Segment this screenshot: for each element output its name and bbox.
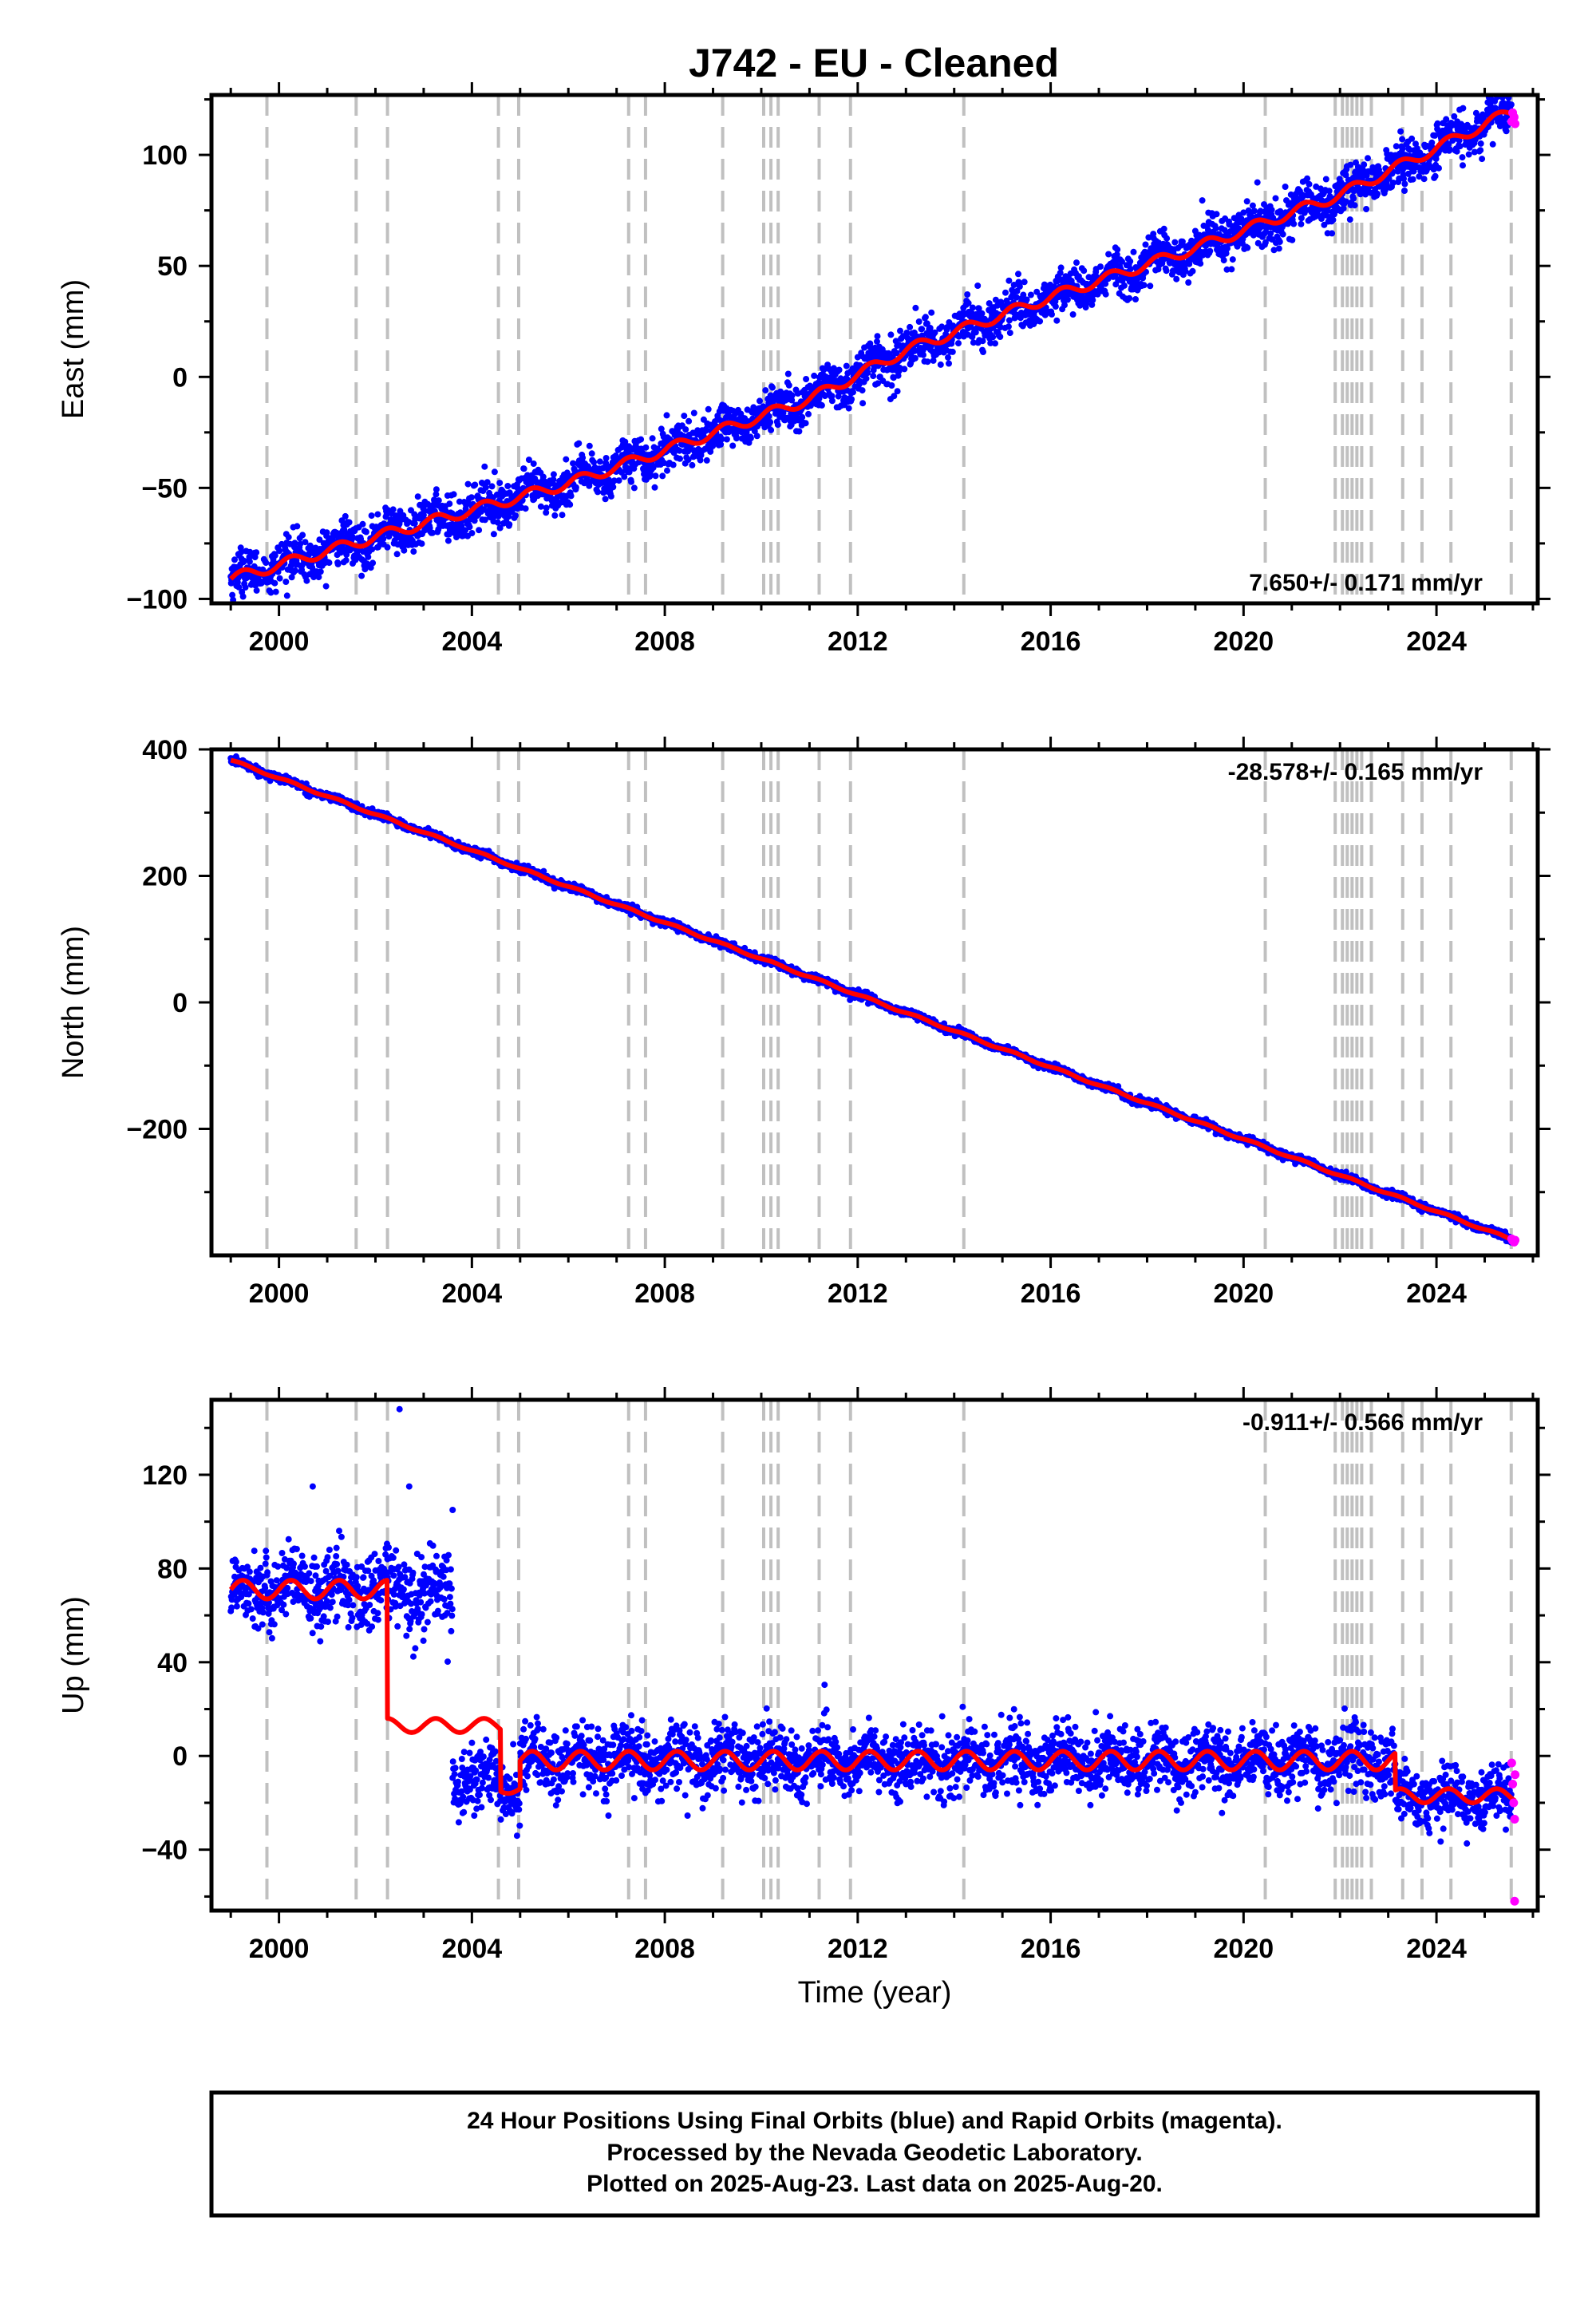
x-tick-label: 2004 <box>442 1934 503 1964</box>
footer-line-3: Plotted on 2025-Aug-23. Last data on 202… <box>587 2171 1163 2197</box>
y-tick-label: −100 <box>126 584 188 615</box>
x-tick-label: 2016 <box>1021 1934 1081 1964</box>
y-tick-label: 400 <box>142 735 188 765</box>
east-frame <box>209 93 1540 606</box>
rapid-orbit-point <box>1509 1798 1519 1808</box>
east-axis-label: East (mm) <box>57 279 90 419</box>
east-velocity-label: 7.650+/- 0.171 mm/yr <box>1249 570 1483 596</box>
y-tick-label: 50 <box>157 251 188 282</box>
y-tick-label: 0 <box>172 1741 188 1772</box>
up-frame <box>209 1397 1540 1913</box>
rapid-orbit-point <box>1511 119 1520 128</box>
up-model-fit <box>228 1578 1517 1805</box>
up-daily-positions <box>227 1405 1515 1847</box>
up-plot-area <box>227 1400 1520 1911</box>
y-tick-label: −50 <box>141 473 188 504</box>
y-tick-label: −200 <box>126 1115 188 1145</box>
x-tick-label: 2008 <box>634 1934 695 1964</box>
x-tick-label: 2004 <box>442 1279 503 1309</box>
rapid-orbit-point <box>1511 1770 1520 1780</box>
y-tick-label: 200 <box>142 862 188 892</box>
x-tick-label: 2000 <box>249 1279 310 1309</box>
north-model-fit <box>229 757 1516 1244</box>
x-tick-label: 2020 <box>1214 626 1274 657</box>
x-tick-label: 2008 <box>634 1279 695 1309</box>
x-tick-label: 2016 <box>1021 626 1081 657</box>
east-model-fit <box>229 109 1516 581</box>
y-tick-label: 120 <box>142 1460 188 1491</box>
up-panel: 2000 2004 2008 2012 2016 2020 2024 −40 0 40 80 120 U… <box>57 1387 1551 2010</box>
time-axis-label: Time (year) <box>798 1976 952 2010</box>
x-tick-label: 2000 <box>249 626 310 657</box>
rapid-orbit-point <box>1508 1779 1518 1788</box>
x-tick-label: 2016 <box>1021 1279 1081 1309</box>
footer-line-1: 24 Hour Positions Using Final Orbits (bl… <box>467 2108 1282 2134</box>
x-tick-label: 2024 <box>1406 1279 1467 1309</box>
rapid-orbit-point <box>1509 113 1519 122</box>
up-axis-label: Up (mm) <box>57 1596 90 1714</box>
footer-box: 24 Hour Positions Using Final Orbits (bl… <box>209 2090 1540 2218</box>
rapid-orbit-point <box>1511 1235 1520 1245</box>
y-tick-label: 80 <box>157 1554 188 1584</box>
rapid-orbit-point <box>1507 1758 1516 1768</box>
x-tick-label: 2020 <box>1214 1934 1274 1964</box>
x-tick-label: 2012 <box>828 1279 888 1309</box>
x-tick-label: 2008 <box>634 626 695 657</box>
x-tick-label: 2000 <box>249 1934 310 1964</box>
east-daily-positions <box>227 95 1515 603</box>
x-tick-label: 2020 <box>1214 1279 1274 1309</box>
footer-line-2: Processed by the Nevada Geodetic Laborat… <box>606 2140 1142 2166</box>
x-tick-label: 2024 <box>1406 1934 1467 1964</box>
page-title: J742 - EU - Cleaned <box>689 41 1059 85</box>
y-tick-label: 0 <box>172 988 188 1018</box>
east-plot-area <box>227 95 1520 603</box>
y-tick-label: 100 <box>142 140 188 171</box>
north-axis-label: North (mm) <box>57 926 90 1079</box>
rapid-orbit-point <box>1510 1815 1519 1824</box>
north-panel: 2000 2004 2008 2012 2016 2020 2024 −200 0 200 400 N… <box>57 735 1551 1309</box>
y-tick-label: 40 <box>157 1648 188 1678</box>
east-panel: 2000 2004 2008 2012 2016 2020 2024 −100 −50 0 50 10… <box>57 82 1551 657</box>
y-tick-label: −40 <box>141 1836 188 1866</box>
x-tick-label: 2004 <box>442 626 503 657</box>
rapid-orbit-point <box>1510 1896 1519 1906</box>
x-tick-label: 2012 <box>828 626 888 657</box>
north-plot-area <box>227 749 1520 1255</box>
footer-frame <box>209 2090 1540 2218</box>
up-velocity-label: -0.911+/- 0.566 mm/yr <box>1242 1409 1483 1436</box>
x-tick-label: 2012 <box>828 1934 888 1964</box>
north-velocity-label: -28.578+/- 0.165 mm/yr <box>1228 759 1483 785</box>
y-tick-label: 0 <box>172 362 188 393</box>
x-tick-label: 2024 <box>1406 626 1467 657</box>
